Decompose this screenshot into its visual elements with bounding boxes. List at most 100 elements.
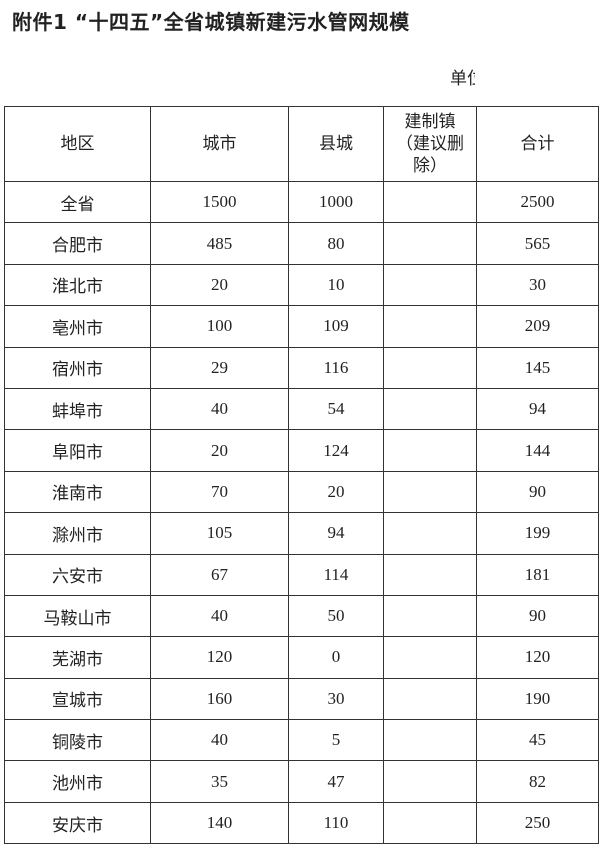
cell-city: 20 <box>150 429 289 472</box>
cell-region: 铜陵市 <box>4 719 151 762</box>
cell-town <box>383 470 477 514</box>
cell-county: 20 <box>288 470 384 514</box>
table-row: 滁州市 105 94 199 <box>4 512 599 555</box>
cell-county: 10 <box>288 263 384 307</box>
cell-region: 芜湖市 <box>4 636 151 679</box>
cell-city: 120 <box>150 636 289 679</box>
cell-county: 1000 <box>288 180 384 224</box>
cell-town <box>383 429 477 472</box>
header-region: 地区 <box>4 106 151 182</box>
cell-city: 40 <box>150 594 289 638</box>
cell-city: 160 <box>150 677 289 721</box>
cell-county: 94 <box>288 512 384 555</box>
cell-total: 120 <box>476 636 599 679</box>
cell-county: 109 <box>288 305 384 348</box>
cell-total: 190 <box>476 677 599 721</box>
cell-city: 1500 <box>150 180 289 224</box>
table-row: 蚌埠市 40 54 94 <box>4 387 599 431</box>
cell-total: 30 <box>476 263 599 307</box>
cell-city: 40 <box>150 387 289 431</box>
cell-region: 阜阳市 <box>4 429 151 472</box>
cell-total: 94 <box>476 387 599 431</box>
cell-city: 485 <box>150 222 289 265</box>
cell-city: 67 <box>150 553 289 596</box>
cell-region: 淮南市 <box>4 470 151 514</box>
table-row: 宿州市 29 116 145 <box>4 346 599 389</box>
cell-county: 124 <box>288 429 384 472</box>
cell-town <box>383 222 477 265</box>
cell-town <box>383 636 477 679</box>
cell-total: 82 <box>476 760 599 803</box>
cell-town <box>383 305 477 348</box>
cell-total: 45 <box>476 719 599 762</box>
cell-region: 淮北市 <box>4 263 151 307</box>
cell-total: 90 <box>476 470 599 514</box>
cell-town <box>383 512 477 555</box>
unit-label: 单位 <box>450 69 475 88</box>
cell-town <box>383 346 477 389</box>
cell-total: 199 <box>476 512 599 555</box>
cell-town <box>383 801 477 845</box>
cell-city: 100 <box>150 305 289 348</box>
document-title: 附件1 “十四五”全省城镇新建污水管网规模 <box>12 10 410 34</box>
cell-county: 0 <box>288 636 384 679</box>
cell-city: 70 <box>150 470 289 514</box>
cell-region: 合肥市 <box>4 222 151 265</box>
table-row: 六安市 67 114 181 <box>4 553 599 596</box>
cell-county: 110 <box>288 801 384 845</box>
table-row: 池州市 35 47 82 <box>4 760 599 803</box>
cell-total: 250 <box>476 801 599 845</box>
table-row: 安庆市 140 110 250 <box>4 801 599 845</box>
cell-total: 144 <box>476 429 599 472</box>
cell-town <box>383 263 477 307</box>
cell-city: 105 <box>150 512 289 555</box>
cell-town <box>383 387 477 431</box>
header-town: 建制镇（建议删除） <box>383 106 477 182</box>
cell-region: 蚌埠市 <box>4 387 151 431</box>
cell-town <box>383 760 477 803</box>
cell-region: 滁州市 <box>4 512 151 555</box>
table-row: 淮北市 20 10 30 <box>4 263 599 307</box>
cell-region: 安庆市 <box>4 801 151 845</box>
cell-region: 宿州市 <box>4 346 151 389</box>
cell-region: 亳州市 <box>4 305 151 348</box>
cell-county: 50 <box>288 594 384 638</box>
table-row: 亳州市 100 109 209 <box>4 305 599 348</box>
header-total: 合计 <box>476 106 599 182</box>
cell-region: 池州市 <box>4 760 151 803</box>
table-row: 淮南市 70 20 90 <box>4 470 599 514</box>
cell-total: 2500 <box>476 180 599 224</box>
cell-region: 六安市 <box>4 553 151 596</box>
cell-town <box>383 719 477 762</box>
cell-total: 145 <box>476 346 599 389</box>
cell-total: 181 <box>476 553 599 596</box>
cell-county: 80 <box>288 222 384 265</box>
cell-county: 116 <box>288 346 384 389</box>
cell-region: 宣城市 <box>4 677 151 721</box>
table-row: 铜陵市 40 5 45 <box>4 719 599 762</box>
table-row: 阜阳市 20 124 144 <box>4 429 599 472</box>
cell-city: 20 <box>150 263 289 307</box>
cell-town <box>383 180 477 224</box>
table-row: 马鞍山市 40 50 90 <box>4 594 599 638</box>
cell-total: 565 <box>476 222 599 265</box>
cell-town <box>383 677 477 721</box>
cell-region: 马鞍山市 <box>4 594 151 638</box>
cell-county: 47 <box>288 760 384 803</box>
header-row: 地区 城市 县城 建制镇（建议删除） 合计 <box>4 106 599 182</box>
cell-region: 全省 <box>4 180 151 224</box>
header-county: 县城 <box>288 106 384 182</box>
cell-town <box>383 553 477 596</box>
table-row: 芜湖市 120 0 120 <box>4 636 599 679</box>
table-row: 宣城市 160 30 190 <box>4 677 599 721</box>
cell-city: 35 <box>150 760 289 803</box>
cell-city: 40 <box>150 719 289 762</box>
table-row: 合肥市 485 80 565 <box>4 222 599 265</box>
cell-total: 209 <box>476 305 599 348</box>
cell-county: 114 <box>288 553 384 596</box>
cell-total: 90 <box>476 594 599 638</box>
cell-county: 5 <box>288 719 384 762</box>
cell-city: 140 <box>150 801 289 845</box>
cell-county: 54 <box>288 387 384 431</box>
table-row: 全省 1500 1000 2500 <box>4 180 599 224</box>
